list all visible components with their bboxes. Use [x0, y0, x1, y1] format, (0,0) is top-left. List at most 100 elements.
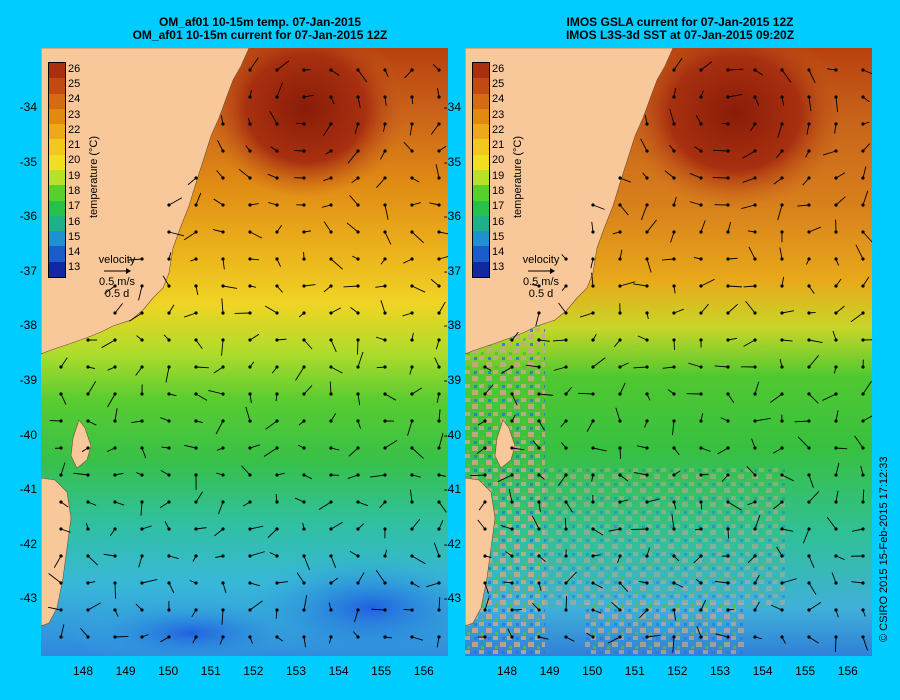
- vector-origin-dot: [807, 122, 811, 126]
- current-vector: [433, 542, 440, 557]
- vector-origin-dot: [726, 581, 730, 585]
- vector-origin-dot: [437, 176, 441, 180]
- vector-origin-dot: [410, 554, 414, 558]
- vector-origin-dot: [672, 176, 676, 180]
- current-vector: [808, 491, 820, 503]
- current-vector: [673, 609, 677, 621]
- left-title-line1: OM_af01 10-15m temp. 07-Jan-2015: [158, 15, 362, 29]
- vector-origin-dot: [861, 473, 865, 477]
- latitude-tick-label: -37: [443, 263, 461, 278]
- current-vector: [689, 201, 702, 206]
- current-vector: [797, 204, 810, 207]
- current-vector: [294, 497, 305, 503]
- current-vector: [646, 498, 660, 503]
- vector-origin-dot: [410, 338, 414, 342]
- current-vector: [806, 123, 810, 135]
- vector-origin-dot: [113, 338, 117, 342]
- vector-origin-dot: [861, 203, 865, 207]
- latitude-tick-label: -36: [443, 209, 461, 224]
- vector-origin-dot: [59, 446, 63, 450]
- vector-origin-dot: [618, 257, 622, 261]
- vector-origin-dot: [672, 365, 676, 369]
- vector-origin-dot: [672, 473, 676, 477]
- colorbar-swatch: [49, 63, 65, 79]
- vector-origin-dot: [861, 122, 865, 126]
- vector-origin-dot: [861, 230, 865, 234]
- colorbar-tick-label: 24: [68, 93, 81, 106]
- current-vector: [835, 196, 846, 206]
- current-vector: [114, 501, 125, 506]
- vector-origin-dot: [780, 176, 784, 180]
- current-vector: [592, 357, 606, 368]
- vector-origin-dot: [699, 365, 703, 369]
- colorbar-swatch: [473, 231, 489, 247]
- current-vector: [538, 501, 541, 512]
- vector-origin-dot: [221, 311, 225, 315]
- velocity-legend-speed: 0.5 m/s: [522, 276, 560, 288]
- latitude-tick-label: -34: [19, 100, 37, 114]
- current-vector: [669, 109, 675, 125]
- current-vector: [835, 490, 839, 503]
- colorbar-tick-label: 25: [492, 77, 505, 90]
- right-sst-map: [465, 48, 872, 656]
- vector-origin-dot: [834, 500, 838, 504]
- vector-origin-dot: [618, 635, 622, 639]
- longitude-tick-label: 149: [115, 664, 136, 678]
- current-vector: [808, 96, 812, 112]
- vector-origin-dot: [753, 365, 757, 369]
- vector-origin-dot: [194, 554, 198, 558]
- vector-origin-dot: [861, 365, 865, 369]
- current-vector: [195, 393, 208, 401]
- vector-origin-dot: [167, 284, 171, 288]
- vector-origin-dot: [248, 230, 252, 234]
- latitude-tick-label: -38: [443, 318, 461, 333]
- current-vector: [754, 381, 760, 395]
- current-vector: [808, 339, 823, 344]
- vector-origin-dot: [537, 581, 541, 585]
- current-vector: [221, 609, 224, 625]
- current-vector: [511, 393, 518, 406]
- current-vector: [60, 393, 67, 405]
- current-vector: [538, 393, 554, 396]
- cool-water-patch-2: [71, 598, 311, 656]
- vector-origin-dot: [591, 311, 595, 315]
- vector-origin-dot: [807, 581, 811, 585]
- vector-origin-dot: [167, 257, 171, 261]
- vector-origin-dot: [59, 419, 63, 423]
- current-vector: [128, 258, 143, 261]
- current-vector: [565, 501, 573, 513]
- vector-origin-dot: [410, 203, 414, 207]
- current-vector: [426, 582, 440, 588]
- current-vector: [619, 582, 629, 592]
- current-vector: [384, 393, 397, 401]
- current-vector: [241, 465, 251, 476]
- vector-origin-dot: [302, 149, 306, 153]
- vector-origin-dot: [140, 284, 144, 288]
- vector-origin-dot: [726, 203, 730, 207]
- current-vector: [478, 501, 486, 511]
- current-vector: [640, 204, 648, 221]
- vector-origin-dot: [645, 311, 649, 315]
- vector-origin-dot: [699, 284, 703, 288]
- longitude-tick-label: 155: [795, 664, 816, 678]
- colorbar-swatch: [49, 78, 65, 94]
- current-vector: [633, 366, 648, 369]
- vector-origin-dot: [437, 257, 441, 261]
- current-vector: [60, 357, 68, 368]
- colorbar-swatch: [49, 261, 65, 277]
- vector-origin-dot: [861, 527, 865, 531]
- vector-origin-dot: [329, 635, 333, 639]
- vector-origin-dot: [248, 122, 252, 126]
- vector-origin-dot: [807, 257, 811, 261]
- longitude-tick-label: 151: [624, 664, 645, 678]
- current-vector: [470, 474, 486, 477]
- left-title-line2: OM_af01 10-15m current for 07-Jan-2015 1…: [132, 28, 388, 42]
- current-vector: [267, 173, 278, 179]
- vector-origin-dot: [302, 311, 306, 315]
- latitude-tick-label: -35: [19, 154, 37, 169]
- vector-origin-dot: [86, 473, 90, 477]
- vector-origin-dot: [221, 392, 225, 396]
- colorbar-swatch: [473, 261, 489, 277]
- vector-origin-dot: [591, 392, 595, 396]
- current-vector: [619, 281, 636, 287]
